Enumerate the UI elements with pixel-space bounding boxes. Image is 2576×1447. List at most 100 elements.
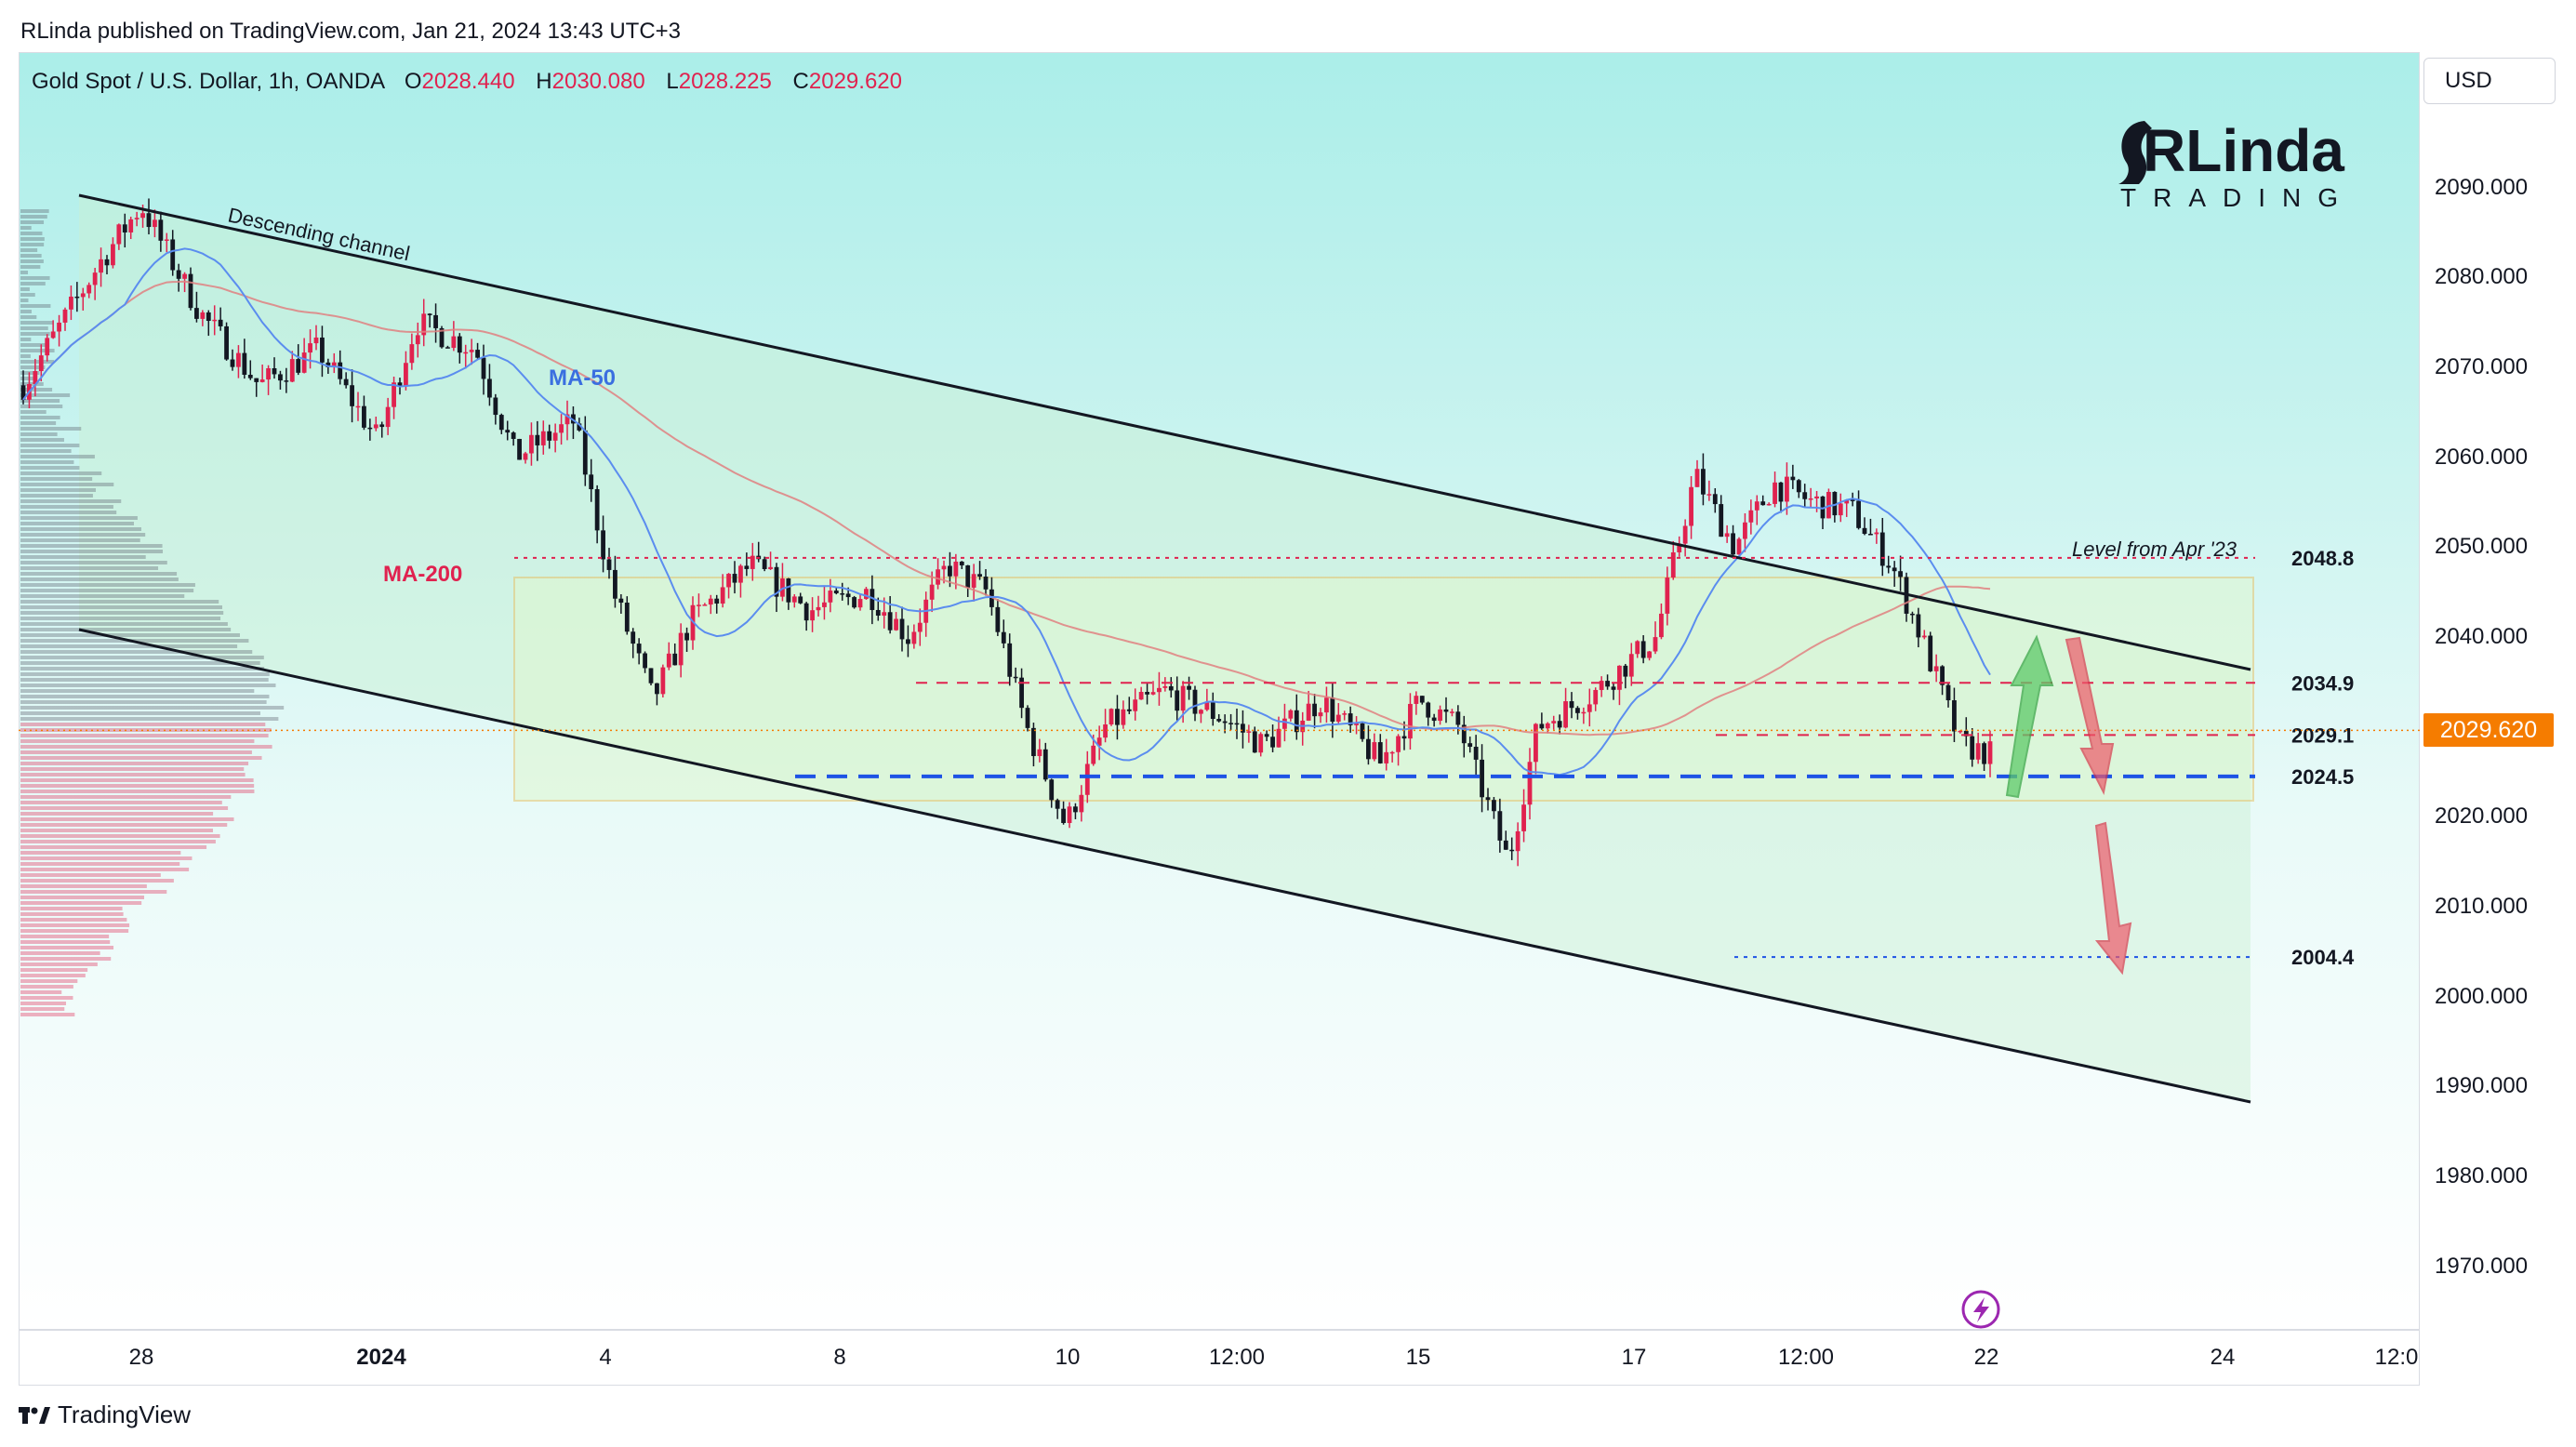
candle-body [1963,730,1969,737]
candle-body [57,322,61,332]
candle-body [20,385,26,400]
candle-body [1061,808,1066,824]
volume-profile-bar [20,511,117,514]
volume-profile-bar [20,561,167,564]
volume-profile-bar [20,371,40,375]
volume-profile-bar [20,873,161,877]
currency-button[interactable]: USD [2423,58,2556,104]
volume-profile-bar [20,628,232,631]
volume-profile-bar [20,243,45,246]
candle-body [864,589,869,600]
volume-profile-bar [20,449,72,453]
candle-body [971,574,976,588]
candle-body [738,565,743,583]
candle-body [158,219,164,241]
candle-body [1879,532,1885,566]
volume-profile-bar [20,784,255,788]
candle-body [726,574,731,588]
candle-body [1790,476,1796,481]
candle-body [577,423,582,431]
candle-body [1820,496,1826,519]
candle-body [1150,692,1156,695]
candle-body [1534,724,1538,763]
price-tick-label: 1980.000 [2435,1163,2529,1188]
volume-profile-bar [20,393,71,397]
candle-body [803,603,809,621]
volume-profile-bar [20,974,86,977]
candle-body [1485,797,1491,801]
channel-upper-line [78,193,2251,671]
candle-body [845,593,851,598]
volume-profile-bar [20,483,114,486]
volume-profile-bar [20,566,159,570]
price-axis[interactable] [2420,52,2576,1330]
candle-body [338,362,343,379]
candle-body [1497,811,1503,841]
time-tick-label: 4 [599,1345,612,1370]
volume-profile-bar [20,918,127,922]
last-price-tag: 2029.620 [2423,713,2554,748]
candle-body [672,653,678,666]
volume-profile-bar [20,226,32,230]
candle-body [218,319,223,326]
volume-profile-bar [20,979,78,983]
candle-body [1228,723,1233,724]
candle-body [242,352,247,376]
candle-body [1096,737,1102,746]
footer-brand: TradingView [58,1401,192,1428]
volume-profile-bar [20,1002,67,1005]
level-note-label: Level from Apr '23 [2072,538,2237,561]
candle-body [906,639,910,644]
volume-profile-bar [20,505,113,509]
candle-body [828,591,833,603]
volume-profile-bar [20,834,220,838]
candle-body [1067,806,1072,824]
candle-body [983,577,989,590]
volume-profile-bar [20,589,194,592]
candle-body [1605,681,1610,687]
candle-body [1694,469,1700,487]
candle-body [325,362,331,367]
candle-body [320,337,325,363]
volume-profile-bar [20,806,229,810]
candle-body [1025,708,1030,728]
time-axis[interactable] [19,1330,2420,1386]
candle-body [540,431,546,445]
time-tick-label: 24 [2210,1345,2236,1370]
candle-body [404,363,408,386]
candle-body [1216,719,1222,722]
candle-body [1419,696,1425,703]
candle-body [62,309,68,323]
candle-body [833,591,839,594]
volume-profile-bar [20,455,95,458]
candle-body [1760,501,1766,506]
candle-body [1438,709,1442,722]
candle-body [1868,534,1873,536]
time-tick-label: 12:0 [2374,1345,2419,1370]
candle-body [1982,743,1986,764]
candle-body [750,555,755,569]
candle-body [1856,500,1861,528]
candle-body [1515,830,1520,852]
candle-body [875,609,881,616]
lightning-icon[interactable] [1961,1290,2000,1329]
candle-body [774,566,779,597]
tradingview-footer[interactable]: TradingView [19,1401,191,1429]
ma200-label: MA-200 [383,562,462,587]
low-label: L [666,69,679,94]
candle-body [660,667,666,695]
volume-profile-bar [20,310,32,313]
candle-body [176,270,181,279]
candle-body [445,347,450,349]
candle-body [624,603,630,632]
logo-text-top: RLinda [2143,117,2344,184]
red-arrow-down-2 [2094,821,2132,976]
candle-body [373,424,378,429]
candle-body [1145,692,1149,695]
candle-body [224,325,229,360]
price-tick-label: 1990.000 [2435,1073,2529,1099]
volume-profile-bar [20,684,276,687]
volume-profile-bar [20,533,146,537]
green-arrow-up [2005,634,2054,799]
